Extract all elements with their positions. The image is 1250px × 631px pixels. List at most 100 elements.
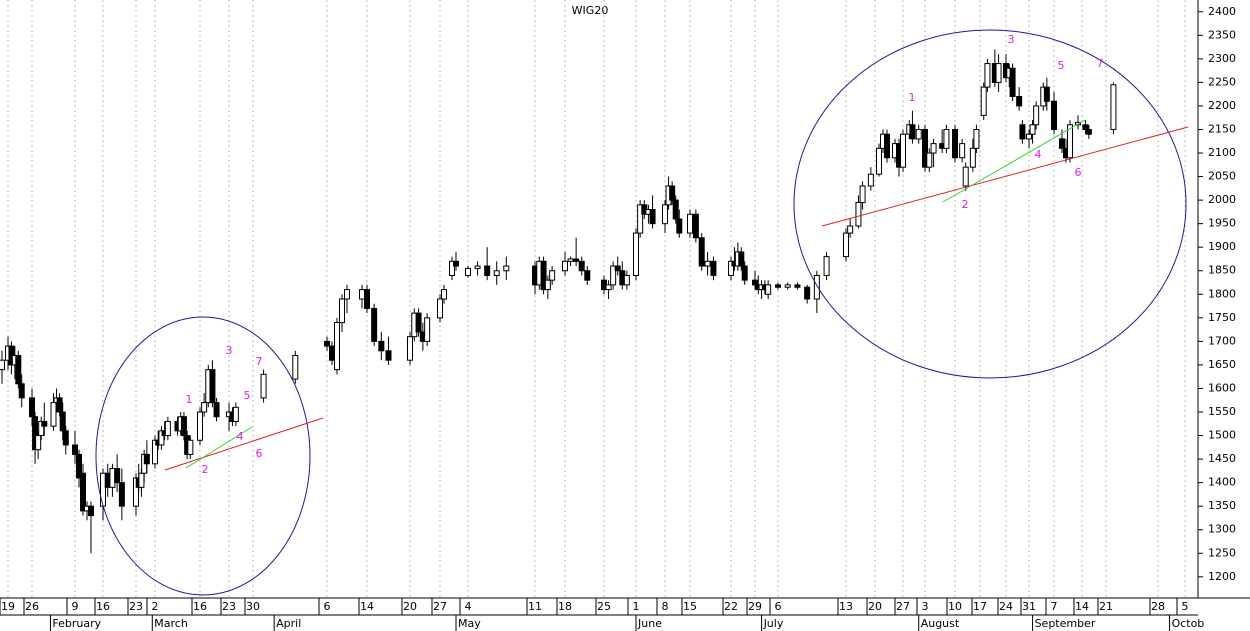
- candles: [0, 49, 1117, 554]
- y-tick-label: 1250: [1208, 546, 1236, 559]
- y-tick-label: 2200: [1208, 99, 1236, 112]
- x-tick-label: 24: [999, 600, 1013, 613]
- wave-labels: 1 2 3 4 5 6 7 1 2 3 4 5 6 7: [186, 33, 1104, 476]
- candle-body: [567, 258, 574, 262]
- x-tick-label: 11: [528, 600, 542, 613]
- x-tick-label: 30: [246, 600, 260, 613]
- candle-body: [152, 439, 158, 465]
- candle-body: [995, 63, 1002, 83]
- y-tick-label: 1400: [1208, 476, 1236, 489]
- x-tick-label: 3: [922, 600, 929, 613]
- candle-body: [973, 128, 980, 149]
- candle-body: [969, 147, 976, 168]
- x-tick-label: 16: [193, 600, 207, 613]
- candle-body: [1051, 100, 1057, 130]
- candle-body: [415, 312, 422, 333]
- candle-body: [884, 133, 890, 159]
- candle-body: [503, 265, 510, 272]
- candle-body: [573, 258, 580, 262]
- x-tick-label: 10: [948, 600, 962, 613]
- annotations: [95, 29, 1189, 596]
- x-tick-label: 14: [360, 600, 374, 613]
- x-tick-label: 31: [1022, 600, 1036, 613]
- x-tick-label: 22: [724, 600, 738, 613]
- candle-body: [926, 152, 933, 168]
- candle-body: [292, 355, 299, 380]
- candle-body: [118, 482, 125, 507]
- y-tick-label: 2100: [1208, 146, 1236, 159]
- y-tick-label: 1650: [1208, 358, 1236, 371]
- candle-body: [1059, 138, 1065, 149]
- candle-body: [540, 260, 547, 291]
- x-tick-label: 6: [775, 600, 782, 613]
- candle-body: [15, 355, 22, 385]
- candle-body: [344, 289, 350, 300]
- candle-body: [915, 128, 922, 140]
- candle-body: [859, 185, 866, 203]
- candle-body: [484, 265, 491, 276]
- x-tick-label: 14: [1075, 600, 1089, 613]
- x-tick-label: 20: [868, 600, 882, 613]
- candle-body: [614, 265, 621, 272]
- candle-body: [922, 128, 928, 168]
- candle-body: [1110, 84, 1117, 130]
- candle-body: [909, 124, 916, 140]
- candle-body: [187, 439, 194, 455]
- candle-body: [765, 284, 772, 295]
- candle-body: [359, 289, 365, 300]
- candle-body: [728, 260, 734, 276]
- wave-label: 1: [186, 393, 193, 406]
- candle-body: [784, 284, 791, 288]
- x-tick-label: 6: [324, 600, 331, 613]
- y-tick-label: 2300: [1208, 52, 1236, 65]
- candle-body: [378, 340, 385, 352]
- y-tick-label: 2050: [1208, 170, 1236, 183]
- candle-body: [959, 143, 966, 159]
- wave-label: 4: [237, 430, 244, 443]
- candle-body: [876, 147, 882, 175]
- y-tick-label: 1800: [1208, 287, 1236, 300]
- candle-body: [424, 317, 431, 342]
- candle-body: [334, 322, 340, 371]
- candle-body: [453, 260, 459, 267]
- y-tick-label: 1300: [1208, 523, 1236, 536]
- x-tick-label: 19: [1, 600, 15, 613]
- candle-body: [952, 128, 958, 159]
- candle-body: [324, 340, 330, 347]
- x-tick-label: 28: [1151, 600, 1165, 613]
- wave-label: 3: [1008, 33, 1015, 46]
- candle-body: [1033, 105, 1040, 126]
- candle-body: [1043, 86, 1050, 102]
- month-label: February: [52, 617, 101, 630]
- candle-body: [1016, 96, 1023, 107]
- candle-body: [804, 286, 811, 300]
- candle-body: [813, 274, 820, 300]
- candle-body: [0, 359, 5, 371]
- y-tick-label: 2250: [1208, 75, 1236, 88]
- candle-body: [493, 270, 500, 276]
- candle-body: [544, 279, 551, 291]
- candle-body: [980, 86, 987, 116]
- wave-ellipse: [793, 29, 1187, 379]
- candle-body: [339, 298, 345, 324]
- y-tick-label: 1750: [1208, 311, 1236, 324]
- candle-body: [59, 411, 66, 432]
- candle-body: [867, 173, 874, 187]
- x-tick-label: 23: [222, 600, 236, 613]
- candle-body: [201, 402, 208, 413]
- candle-body: [649, 209, 656, 225]
- candle-body: [114, 468, 121, 484]
- wave-label: 7: [1097, 57, 1104, 70]
- candle-body: [35, 435, 42, 451]
- x-tick-label: 7: [1051, 600, 1058, 613]
- candle-body: [1067, 124, 1073, 159]
- candle-body: [1026, 133, 1032, 140]
- candle-body: [232, 406, 239, 422]
- wave-label: 7: [256, 355, 263, 368]
- wave-label: 3: [226, 344, 233, 357]
- candle-body: [1009, 67, 1016, 98]
- y-tick-label: 1950: [1208, 217, 1236, 230]
- candle-body: [855, 201, 862, 227]
- candle-body: [474, 265, 481, 269]
